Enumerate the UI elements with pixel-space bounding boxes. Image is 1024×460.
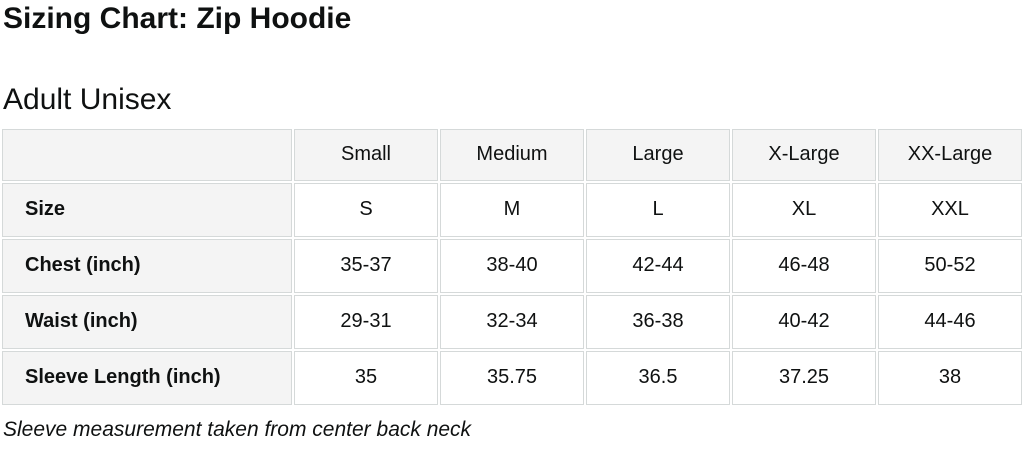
value-cell: XXL [878,182,1022,237]
row-label: Chest (inch) [2,238,292,293]
value-cell: 46-48 [732,238,876,293]
value-cell: XL [732,182,876,237]
table-header-row: Small Medium Large X-Large XX-Large [2,128,1022,181]
page-title: Sizing Chart: Zip Hoodie [3,2,352,35]
value-cell: L [586,182,730,237]
row-label: Size [2,182,292,237]
table-row: Waist (inch) 29-31 32-34 36-38 40-42 44-46 [2,294,1022,349]
value-cell: 44-46 [878,294,1022,349]
footnote: Sleeve measurement taken from center bac… [3,417,472,441]
table-row: Chest (inch) 35-37 38-40 42-44 46-48 50-52 [2,238,1022,293]
value-cell: 35 [294,350,438,405]
value-cell: 38-40 [440,238,584,293]
row-label: Sleeve Length (inch) [2,350,292,405]
section-title: Adult Unisex [3,83,172,116]
value-cell: 36-38 [586,294,730,349]
value-cell: 40-42 [732,294,876,349]
value-cell: 35.75 [440,350,584,405]
corner-cell [2,128,292,181]
value-cell: 29-31 [294,294,438,349]
sizing-table: Small Medium Large X-Large XX-Large Size S M L X… [0,126,1024,407]
value-cell: 35-37 [294,238,438,293]
value-cell: M [440,182,584,237]
value-cell: 50-52 [878,238,1022,293]
value-cell: 32-34 [440,294,584,349]
table-row: Size S M L XL XXL [2,182,1022,237]
value-cell: 38 [878,350,1022,405]
row-label: Waist (inch) [2,294,292,349]
column-header-xx-large: XX-Large [878,128,1022,181]
table-row: Sleeve Length (inch) 35 35.75 36.5 37.25 38 [2,350,1022,405]
value-cell: S [294,182,438,237]
column-header-small: Small [294,128,438,181]
value-cell: 37.25 [732,350,876,405]
column-header-large: Large [586,128,730,181]
value-cell: 42-44 [586,238,730,293]
column-header-medium: Medium [440,128,584,181]
column-header-x-large: X-Large [732,128,876,181]
value-cell: 36.5 [586,350,730,405]
